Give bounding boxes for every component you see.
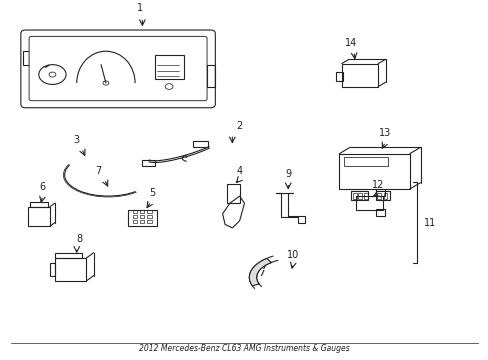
Bar xyxy=(147,220,151,223)
Bar xyxy=(147,215,151,219)
Text: 4: 4 xyxy=(236,166,242,176)
Bar xyxy=(375,209,384,216)
Bar xyxy=(140,215,144,219)
Bar xyxy=(132,215,137,219)
Polygon shape xyxy=(222,196,244,228)
Text: 5: 5 xyxy=(149,188,155,198)
Text: 2012 Mercedes-Benz CL63 AMG Instruments & Gauges: 2012 Mercedes-Benz CL63 AMG Instruments … xyxy=(139,344,349,353)
Bar xyxy=(226,184,240,203)
Bar xyxy=(351,191,368,199)
Text: 3: 3 xyxy=(74,135,80,145)
Bar xyxy=(358,193,362,199)
Text: 8: 8 xyxy=(76,234,82,244)
Bar xyxy=(344,157,387,166)
Bar xyxy=(28,207,50,226)
Bar xyxy=(206,66,215,86)
Text: 11: 11 xyxy=(424,217,436,228)
Bar xyxy=(376,193,380,199)
Bar xyxy=(55,258,86,281)
Bar xyxy=(352,193,356,199)
FancyBboxPatch shape xyxy=(29,36,206,101)
Text: 10: 10 xyxy=(286,250,299,260)
Bar xyxy=(50,263,55,276)
Bar xyxy=(356,196,382,210)
Bar xyxy=(132,220,137,223)
Bar xyxy=(23,51,29,66)
Bar xyxy=(341,64,377,86)
Bar xyxy=(140,210,144,213)
Text: 14: 14 xyxy=(345,38,357,48)
Bar xyxy=(375,191,389,199)
Text: 2: 2 xyxy=(236,121,242,131)
FancyBboxPatch shape xyxy=(21,30,215,108)
Bar xyxy=(147,210,151,213)
Bar xyxy=(30,202,48,207)
Text: 13: 13 xyxy=(379,128,391,138)
Bar xyxy=(335,72,342,81)
Bar xyxy=(127,210,157,226)
Text: 9: 9 xyxy=(285,169,291,179)
Bar xyxy=(132,210,137,213)
Bar xyxy=(142,160,154,166)
Text: 6: 6 xyxy=(40,182,46,192)
Text: 7: 7 xyxy=(95,166,102,176)
Text: 1: 1 xyxy=(137,3,142,13)
Bar xyxy=(383,193,386,199)
Bar xyxy=(363,193,367,199)
Polygon shape xyxy=(339,154,409,189)
Bar xyxy=(55,253,81,258)
Bar xyxy=(193,141,207,147)
Polygon shape xyxy=(276,193,305,222)
Bar xyxy=(140,220,144,223)
Bar xyxy=(154,55,183,80)
Text: 12: 12 xyxy=(371,180,384,190)
Bar xyxy=(375,189,384,196)
Polygon shape xyxy=(249,258,271,286)
